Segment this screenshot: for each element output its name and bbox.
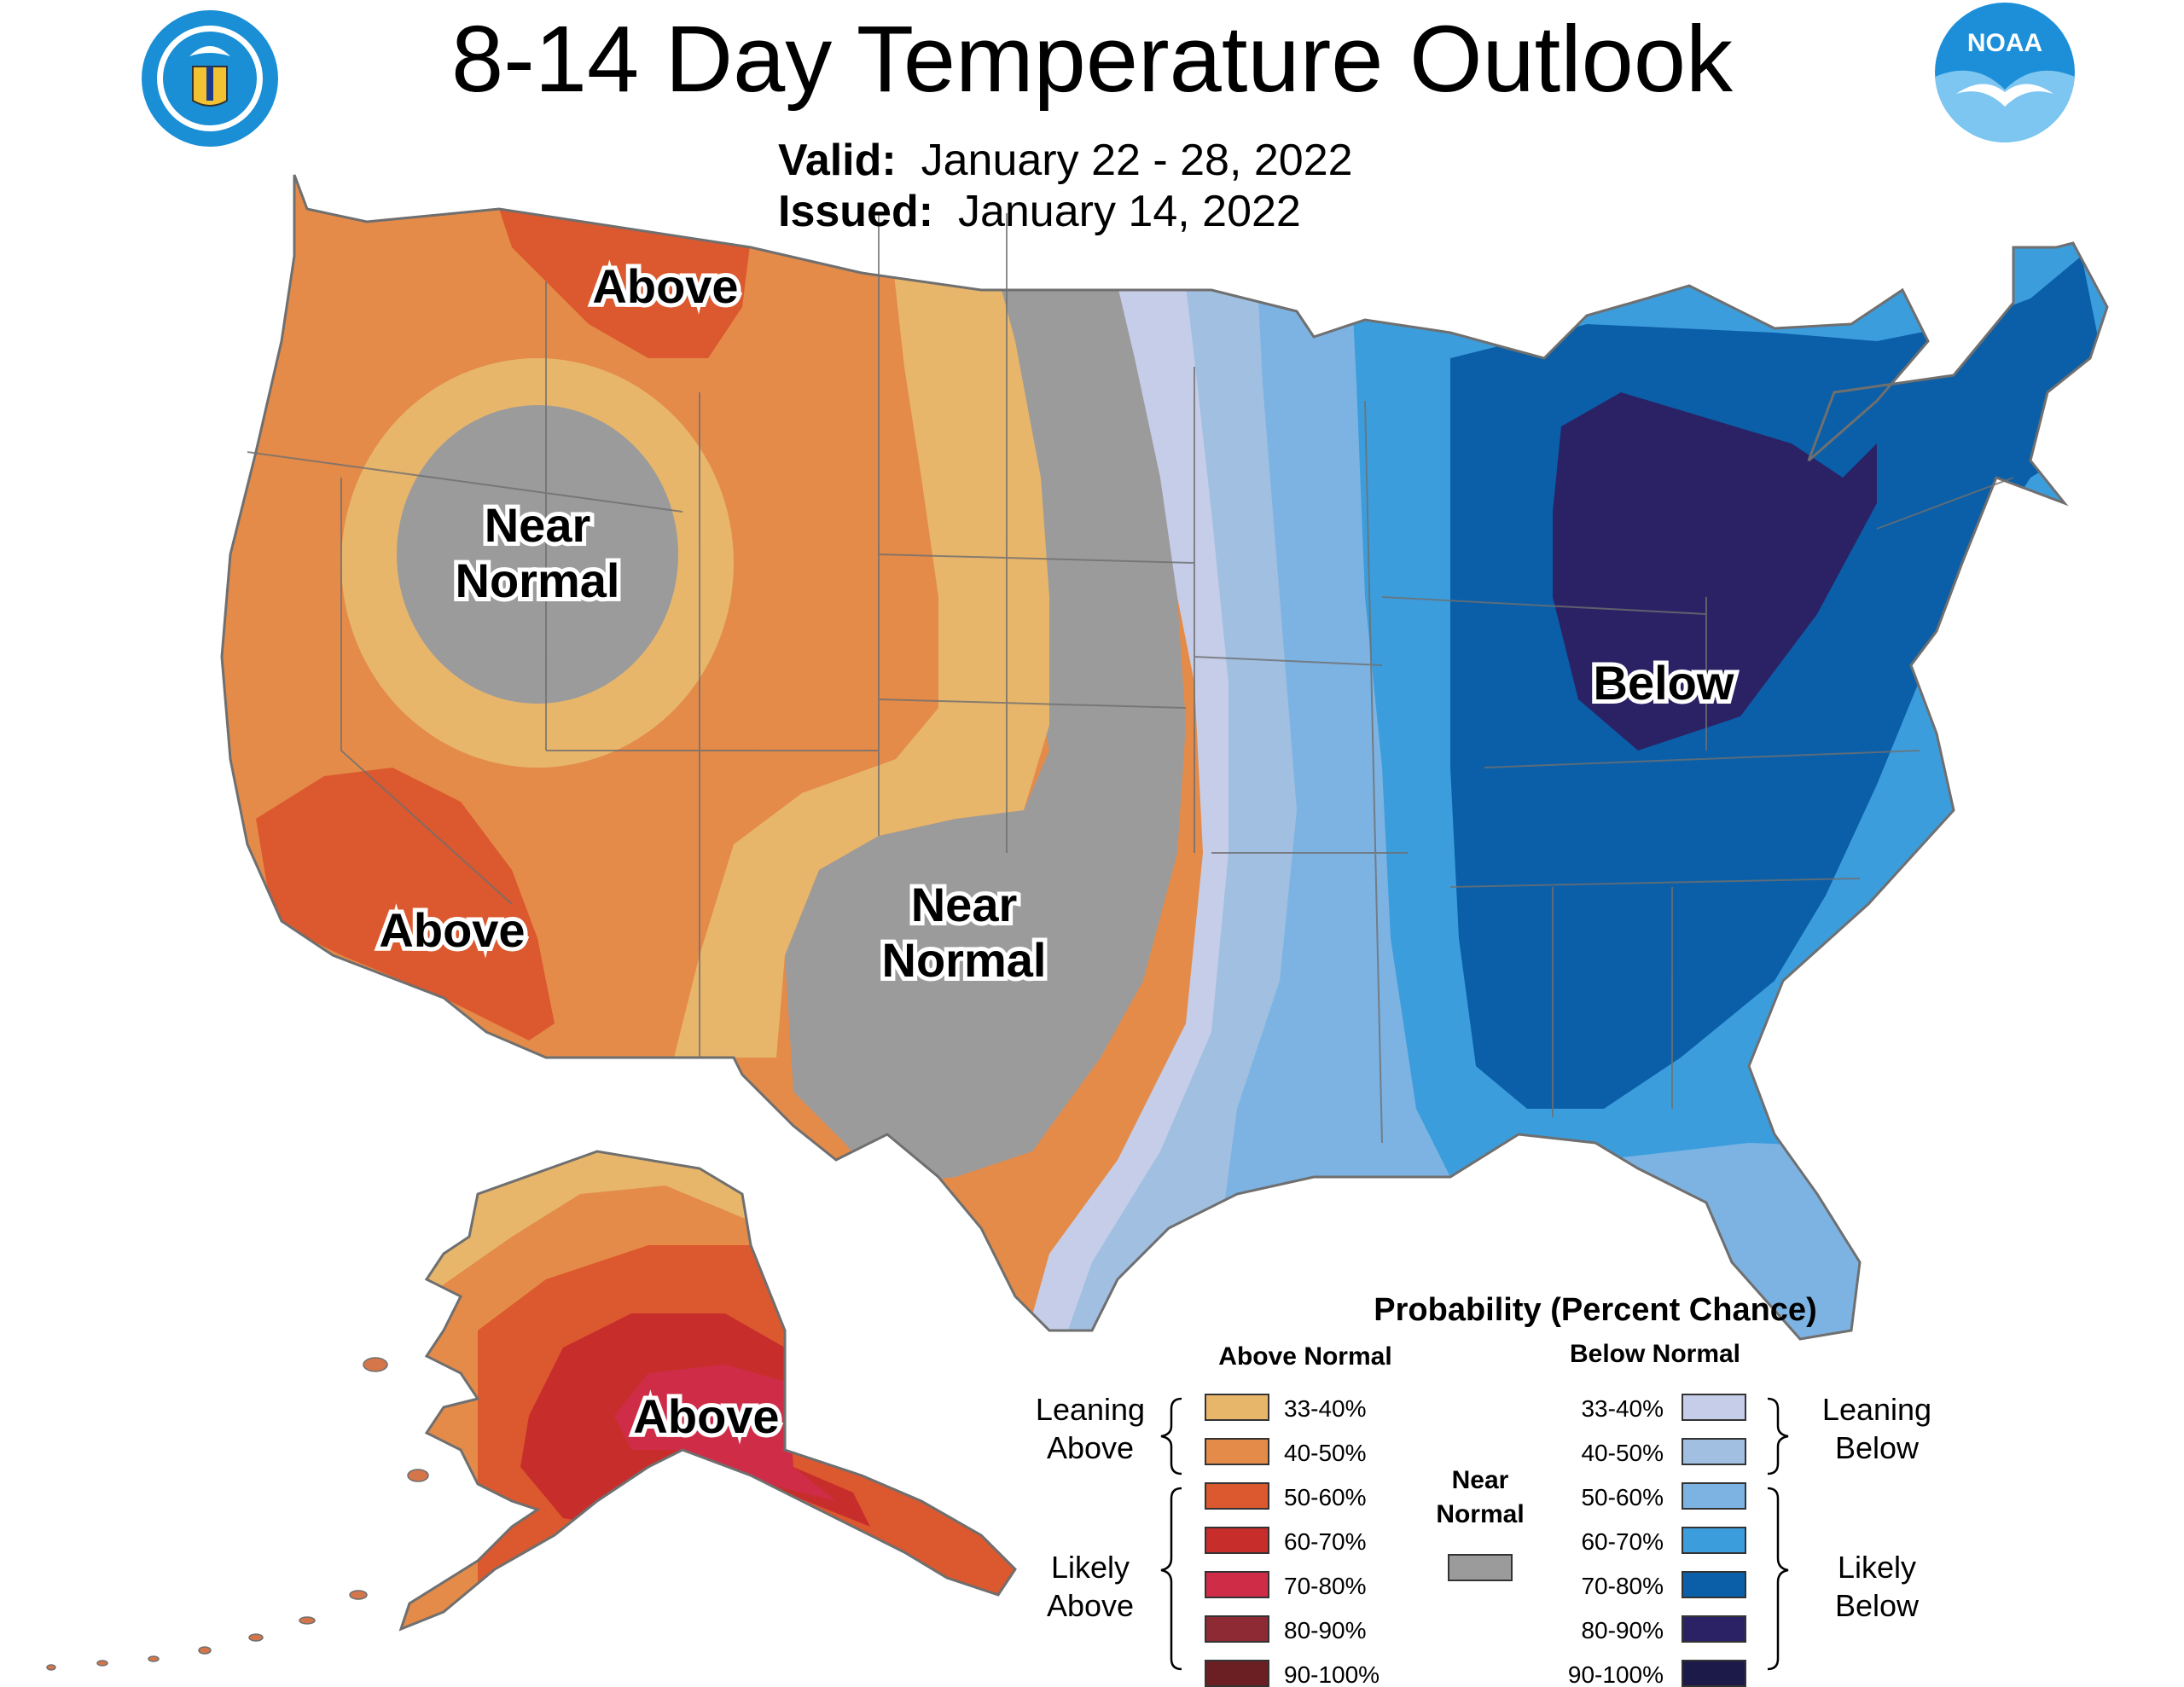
valid-label: Valid:	[778, 136, 897, 185]
legend-above-swatch-4	[1205, 1571, 1269, 1598]
near-normal-south	[785, 213, 1186, 1186]
legend-near-normal-1: Near	[1452, 1466, 1509, 1494]
aleutian-islands	[46, 1357, 429, 1671]
legend-below-swatch-0	[1682, 1394, 1746, 1421]
legend-below-header: Below Normal	[1570, 1340, 1740, 1368]
legend-leaning-above-1: Leaning	[1036, 1392, 1145, 1427]
legend-braces	[1160, 1397, 1789, 1671]
issued-label: Issued:	[778, 187, 934, 236]
legend-above-swatch-5	[1205, 1615, 1269, 1643]
legend-below-range-4: 70-80%	[1581, 1573, 1664, 1599]
alaska-outline	[398, 1150, 1017, 1632]
issued-line: Issued: January 14, 2022	[778, 186, 1301, 237]
legend-likely-above-1: Likely	[1051, 1550, 1130, 1585]
legend-above-swatch-1	[1205, 1438, 1269, 1465]
legend-above-range-3: 60-70%	[1284, 1528, 1367, 1555]
label-above-sw: Above	[379, 903, 525, 957]
legend-below-swatch-4	[1682, 1571, 1746, 1598]
legend-rows: 33-40% 33-40% 40-50% 40-50% 50-60% 50-60% 60-7…	[1205, 1394, 1746, 1687]
label-near-normal-south-2: Normal	[882, 933, 1047, 987]
legend-below-swatch-6	[1682, 1660, 1746, 1687]
legend-near-normal-2: Normal	[1436, 1500, 1524, 1528]
commerce-seal-icon	[142, 10, 278, 147]
label-near-normal-west-1: Near	[485, 498, 591, 552]
legend-below-range-5: 80-90%	[1581, 1617, 1664, 1644]
issued-value: January 14, 2022	[957, 187, 1301, 236]
label-above-alaska: Above	[633, 1389, 779, 1443]
legend-below-swatch-1	[1682, 1438, 1746, 1465]
above-33-40-band	[674, 213, 1049, 1058]
valid-value: January 22 - 28, 2022	[921, 136, 1353, 185]
legend-above-range-6: 90-100%	[1284, 1661, 1380, 1687]
legend: Probability (Percent Chance) Above Norma…	[1036, 1292, 1931, 1687]
legend-above-range-0: 33-40%	[1284, 1395, 1367, 1422]
legend-below-range-1: 40-50%	[1581, 1440, 1664, 1466]
legend-below-range-2: 50-60%	[1581, 1484, 1664, 1510]
legend-leaning-below-1: Leaning	[1822, 1392, 1931, 1427]
near-normal-west	[397, 405, 678, 704]
below-80-90	[1553, 392, 1877, 751]
legend-leaning-below-2: Below	[1835, 1430, 1920, 1465]
label-above-nw: Above	[592, 259, 738, 313]
legend-below-range-0: 33-40%	[1581, 1395, 1664, 1422]
legend-likely-above-2: Above	[1047, 1588, 1134, 1623]
noaa-logo-text: NOAA	[1967, 29, 2042, 57]
valid-line: Valid: January 22 - 28, 2022	[778, 135, 1353, 186]
label-near-normal-south-1: Near	[911, 878, 1018, 931]
state-lines	[247, 213, 2014, 1144]
legend-near-normal-swatch	[1448, 1554, 1513, 1581]
legend-above-range-1: 40-50%	[1284, 1440, 1367, 1466]
label-near-normal-west-2: Normal	[456, 554, 620, 607]
legend-likely-below-2: Below	[1835, 1588, 1920, 1623]
legend-above-header: Above Normal	[1218, 1342, 1391, 1371]
legend-above-swatch-6	[1205, 1660, 1269, 1687]
ak-above-70-80	[614, 1365, 836, 1501]
legend-below-swatch-3	[1682, 1527, 1746, 1554]
legend-leaning-above-2: Above	[1047, 1430, 1134, 1465]
page-title: 8-14 Day Temperature Outlook	[450, 7, 1734, 112]
legend-above-swatch-0	[1205, 1394, 1269, 1421]
legend-above-swatch-3	[1205, 1527, 1269, 1554]
noaa-logo-icon: NOAA	[1935, 3, 2075, 142]
legend-above-range-2: 50-60%	[1284, 1484, 1367, 1510]
above-50-60-sw	[256, 768, 555, 1041]
label-below-east: Below	[1594, 656, 1734, 710]
legend-title: Probability (Percent Chance)	[1374, 1292, 1816, 1328]
legend-below-range-6: 90-100%	[1568, 1661, 1664, 1687]
legend-below-swatch-2	[1682, 1482, 1746, 1510]
legend-likely-below-1: Likely	[1838, 1550, 1916, 1585]
legend-below-swatch-5	[1682, 1615, 1746, 1643]
legend-above-swatch-2	[1205, 1482, 1269, 1510]
legend-below-range-3: 60-70%	[1581, 1528, 1664, 1555]
legend-above-range-5: 80-90%	[1284, 1617, 1367, 1644]
legend-above-range-4: 70-80%	[1284, 1573, 1367, 1599]
